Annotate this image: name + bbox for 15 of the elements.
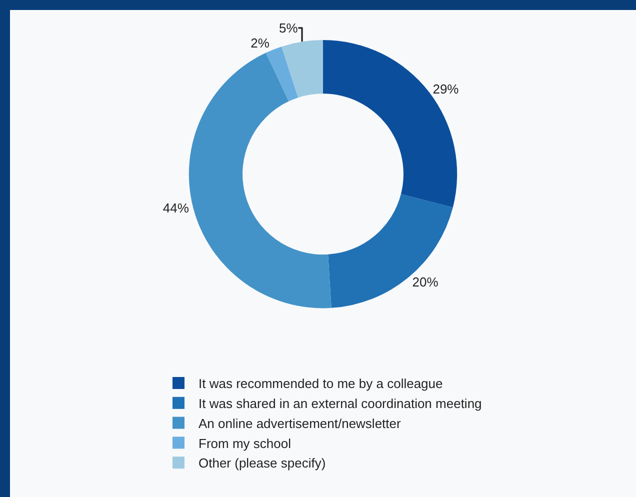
legend-label: It was shared in an external coordination meeting <box>198 396 482 411</box>
legend-label: From my school <box>198 436 292 451</box>
legend-label: Other (please specify) <box>198 456 326 471</box>
legend-label: It was recommended to me by a colleague <box>198 376 443 392</box>
data-label: 44% <box>162 200 190 216</box>
donut-slice <box>188 52 332 308</box>
donut-slice <box>323 40 458 208</box>
data-label: 2% <box>250 35 270 50</box>
donut-slice <box>266 46 298 102</box>
data-label: 29% <box>432 82 460 97</box>
data-label: 5% <box>279 20 298 36</box>
data-label: 20% <box>412 274 439 290</box>
legend-label: An online advertisement/newsletter <box>198 416 402 431</box>
donut-slice <box>328 194 453 308</box>
donut-slice <box>282 40 323 98</box>
